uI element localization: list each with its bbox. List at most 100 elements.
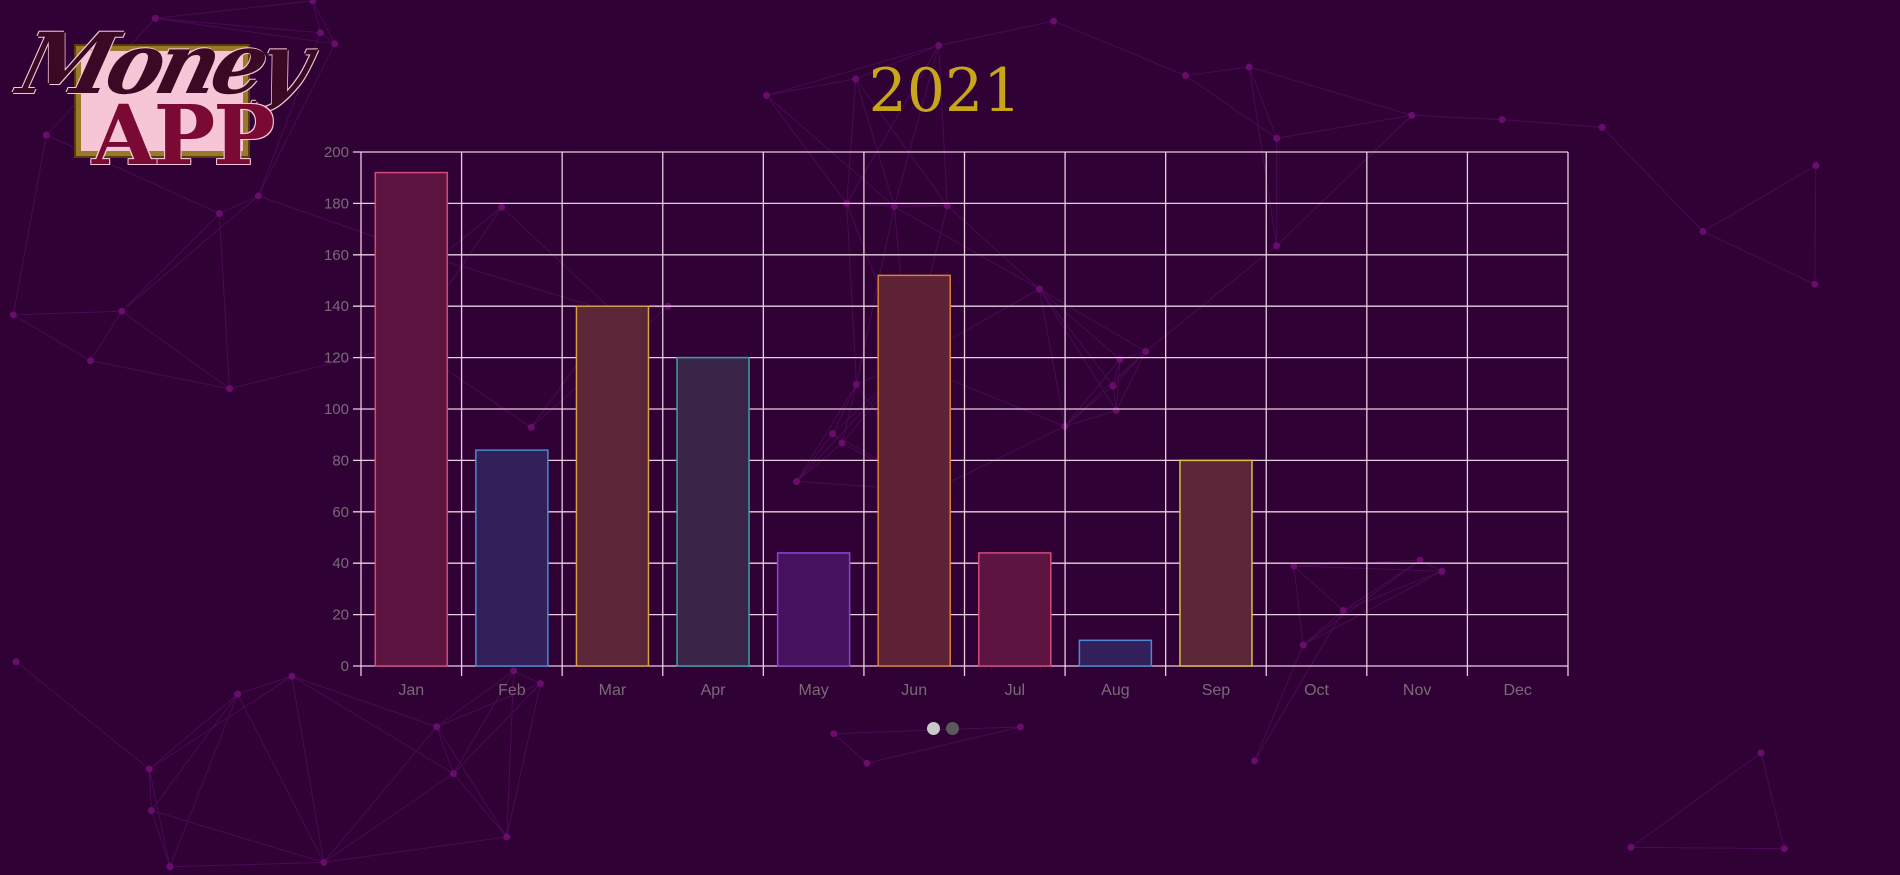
x-tick-label-dec: Dec [1503, 682, 1531, 699]
bg-node [433, 723, 441, 731]
logo-frame [76, 46, 248, 156]
y-tick-label: 0 [341, 658, 349, 675]
bg-link [453, 683, 541, 774]
bar-jan [374, 171, 449, 667]
bg-node [151, 14, 159, 22]
bg-link [855, 45, 939, 80]
bg-node [9, 311, 17, 319]
bg-link [257, 32, 321, 197]
bg-node [527, 423, 535, 431]
bg-node [1035, 285, 1043, 293]
bg-node [1245, 63, 1253, 71]
bg-link [46, 134, 220, 214]
bg-link [12, 135, 47, 315]
bg-node [1290, 562, 1298, 570]
bg-node [503, 833, 511, 841]
bg-link [1254, 644, 1304, 762]
bg-link [436, 726, 454, 774]
bg-link [501, 206, 616, 314]
bg-link [237, 693, 325, 863]
bg-link [436, 670, 514, 728]
bg-node [1498, 116, 1506, 124]
bg-link [1630, 752, 1762, 848]
bg-link [855, 78, 948, 206]
bg-link [1254, 610, 1344, 762]
bg-node [510, 667, 518, 675]
bg-link [1302, 559, 1421, 646]
bg-link [796, 442, 843, 482]
bg-link [846, 78, 857, 204]
bg-link [1248, 66, 1278, 246]
bg-node [87, 357, 95, 365]
bg-link [1112, 359, 1121, 387]
pager-dot-2[interactable] [946, 722, 959, 735]
y-tick-label: 20 [332, 607, 349, 624]
bg-link [312, 0, 321, 33]
bg-node [1757, 749, 1765, 757]
bg-link [1411, 114, 1503, 121]
x-tick-label-nov: Nov [1403, 682, 1431, 699]
bg-link [1293, 565, 1344, 611]
bg-node [1273, 242, 1281, 250]
bg-node [449, 770, 457, 778]
bg-link [148, 768, 152, 811]
bg-link [846, 203, 857, 385]
bg-link [938, 45, 948, 206]
bar-jun [877, 274, 951, 667]
logo-text-app: APP [92, 88, 275, 184]
bg-node [147, 806, 155, 814]
bg-node [1017, 723, 1025, 731]
pager-dot-1[interactable] [927, 722, 940, 735]
bg-link [866, 726, 1021, 764]
bg-link [1038, 288, 1117, 411]
bg-link [155, 17, 335, 45]
bg-link [766, 78, 856, 96]
bg-link [219, 195, 259, 214]
bg-link [257, 43, 336, 197]
y-tick-label: 100 [324, 401, 349, 418]
bg-link [291, 676, 325, 863]
bg-node [852, 380, 860, 388]
money-app-logo: Money APP [10, 14, 317, 188]
bg-link [1702, 230, 1816, 285]
bg-link [169, 861, 324, 868]
x-tick-label-feb: Feb [498, 682, 526, 699]
bg-link [1293, 565, 1304, 646]
y-tick-label: 60 [332, 504, 349, 521]
bg-node [536, 680, 544, 688]
bg-node [225, 385, 233, 393]
bar-apr [676, 356, 750, 667]
bg-link [796, 433, 834, 482]
bg-link [1302, 570, 1443, 646]
bg-node [1438, 567, 1446, 575]
bg-node [1699, 227, 1707, 235]
bg-node [762, 91, 770, 99]
bg-link [1115, 351, 1147, 411]
bg-link [1702, 165, 1817, 232]
bg-link [1601, 127, 1704, 232]
bg-link [931, 425, 1065, 492]
bg-node [145, 765, 153, 773]
bg-node [1812, 161, 1820, 169]
bg-link [436, 726, 508, 838]
bg-link [766, 95, 848, 204]
x-tick-label-may: May [799, 682, 829, 699]
bg-link [1039, 288, 1121, 360]
x-tick-label-sep: Sep [1202, 682, 1231, 699]
bg-link [90, 310, 123, 361]
bg-node [331, 40, 339, 48]
bar-aug [1078, 639, 1153, 667]
bg-link [1248, 66, 1412, 116]
bg-link [1145, 245, 1277, 352]
bg-link [796, 384, 857, 482]
bg-node [215, 209, 223, 217]
y-tick-label: 80 [332, 452, 349, 469]
bg-node [852, 75, 860, 83]
bg-link [1419, 559, 1443, 572]
bg-link [453, 773, 508, 838]
y-tick-label: 200 [324, 144, 349, 161]
bg-link [437, 206, 503, 260]
bg-link [1293, 565, 1442, 572]
bg-link [506, 683, 541, 837]
bg-link [506, 670, 515, 837]
